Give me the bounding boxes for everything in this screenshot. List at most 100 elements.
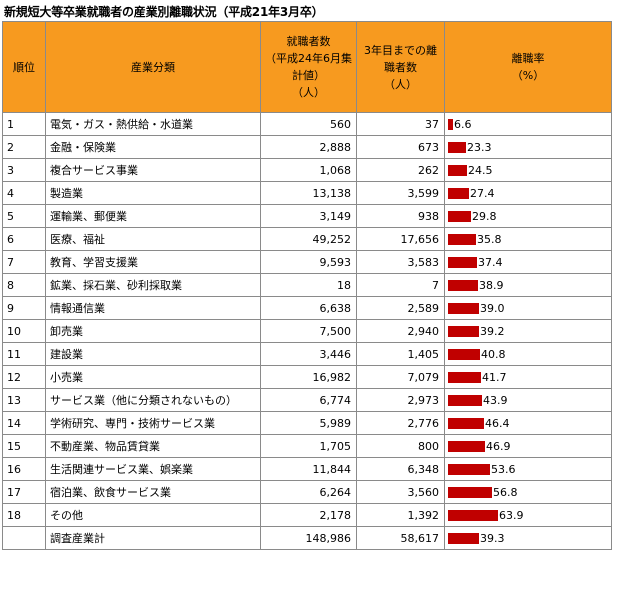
header-employed-label: 就職者数 （平成24年6月集計値） （人） bbox=[265, 35, 352, 99]
rate-bar bbox=[448, 417, 484, 429]
industry-cell: 学術研究、専門・技術サービス業 bbox=[45, 411, 261, 435]
table-row: 12 小売業 16,982 7,079 41.7 bbox=[2, 365, 612, 389]
left-cell: 800 bbox=[356, 434, 445, 458]
table-row: 4 製造業 13,138 3,599 27.4 bbox=[2, 181, 612, 205]
header-rate-label: 離職率 （%） bbox=[511, 52, 545, 82]
rank-cell: 8 bbox=[2, 273, 46, 297]
rate-bar bbox=[448, 164, 467, 176]
header-industry: 産業分類 bbox=[45, 21, 261, 113]
rate-label: 27.4 bbox=[470, 186, 495, 200]
left-cell: 7,079 bbox=[356, 365, 445, 389]
industry-cell: 不動産業、物品賃貸業 bbox=[45, 434, 261, 458]
table-row: 9 情報通信業 6,638 2,589 39.0 bbox=[2, 296, 612, 320]
employed-cell: 560 bbox=[260, 112, 357, 136]
rate-bar-wrap: 39.2 bbox=[448, 321, 611, 342]
rank-cell: 5 bbox=[2, 204, 46, 228]
employed-cell: 1,068 bbox=[260, 158, 357, 182]
table-row: 11 建設業 3,446 1,405 40.8 bbox=[2, 342, 612, 366]
industry-cell: 電気・ガス・熱供給・水道業 bbox=[45, 112, 261, 136]
industry-cell: 運輸業、郵便業 bbox=[45, 204, 261, 228]
rank-cell: 17 bbox=[2, 480, 46, 504]
left-cell: 2,589 bbox=[356, 296, 445, 320]
industry-cell: 医療、福祉 bbox=[45, 227, 261, 251]
table-row: 調査産業計 148,986 58,617 39.3 bbox=[2, 526, 612, 550]
rate-bar bbox=[448, 394, 482, 406]
header-rank: 順位 bbox=[2, 21, 46, 113]
employed-cell: 49,252 bbox=[260, 227, 357, 251]
left-cell: 2,940 bbox=[356, 319, 445, 343]
industry-cell: 調査産業計 bbox=[45, 526, 261, 550]
rank-cell: 1 bbox=[2, 112, 46, 136]
table-row: 8 鉱業、採石業、砂利採取業 18 7 38.9 bbox=[2, 273, 612, 297]
left-cell: 2,973 bbox=[356, 388, 445, 412]
rate-bar-wrap: 39.0 bbox=[448, 298, 611, 319]
rate-bar bbox=[448, 348, 480, 360]
rank-cell: 6 bbox=[2, 227, 46, 251]
table-body: 1 電気・ガス・熱供給・水道業 560 37 6.6 2 金融・保険業 2,888 673 23.… bbox=[2, 112, 612, 550]
table-row: 10 卸売業 7,500 2,940 39.2 bbox=[2, 319, 612, 343]
industry-cell: 製造業 bbox=[45, 181, 261, 205]
industry-cell: 卸売業 bbox=[45, 319, 261, 343]
rate-bar bbox=[448, 118, 453, 130]
header-industry-label: 産業分類 bbox=[131, 60, 175, 74]
rate-cell: 37.4 bbox=[444, 250, 612, 274]
rate-bar bbox=[448, 279, 478, 291]
rate-bar-wrap: 29.8 bbox=[448, 206, 611, 227]
industry-cell: 情報通信業 bbox=[45, 296, 261, 320]
left-cell: 3,583 bbox=[356, 250, 445, 274]
industry-cell: 鉱業、採石業、砂利採取業 bbox=[45, 273, 261, 297]
left-cell: 2,776 bbox=[356, 411, 445, 435]
rate-cell: 40.8 bbox=[444, 342, 612, 366]
rate-cell: 35.8 bbox=[444, 227, 612, 251]
rate-label: 56.8 bbox=[493, 485, 518, 499]
table-row: 6 医療、福祉 49,252 17,656 35.8 bbox=[2, 227, 612, 251]
employed-cell: 1,705 bbox=[260, 434, 357, 458]
rate-bar-wrap: 23.3 bbox=[448, 137, 611, 158]
industry-cell: その他 bbox=[45, 503, 261, 527]
rate-bar bbox=[448, 210, 471, 222]
left-cell: 3,599 bbox=[356, 181, 445, 205]
rate-label: 39.3 bbox=[480, 531, 505, 545]
rate-bar bbox=[448, 325, 479, 337]
rate-label: 46.9 bbox=[486, 439, 511, 453]
header-rank-label: 順位 bbox=[13, 60, 35, 74]
table-row: 3 複合サービス事業 1,068 262 24.5 bbox=[2, 158, 612, 182]
left-cell: 6,348 bbox=[356, 457, 445, 481]
industry-cell: 小売業 bbox=[45, 365, 261, 389]
header-employed: 就職者数 （平成24年6月集計値） （人） bbox=[260, 21, 357, 113]
rate-cell: 41.7 bbox=[444, 365, 612, 389]
rate-cell: 39.0 bbox=[444, 296, 612, 320]
rate-cell: 39.2 bbox=[444, 319, 612, 343]
rate-label: 41.7 bbox=[482, 370, 507, 384]
rank-cell bbox=[2, 526, 46, 550]
industry-cell: 建設業 bbox=[45, 342, 261, 366]
rate-bar bbox=[448, 463, 490, 475]
employed-cell: 2,178 bbox=[260, 503, 357, 527]
rate-cell: 24.5 bbox=[444, 158, 612, 182]
rate-bar bbox=[448, 141, 466, 153]
table-row: 1 電気・ガス・熱供給・水道業 560 37 6.6 bbox=[2, 112, 612, 136]
left-cell: 1,392 bbox=[356, 503, 445, 527]
rate-bar bbox=[448, 256, 477, 268]
rank-cell: 16 bbox=[2, 457, 46, 481]
rate-bar bbox=[448, 532, 479, 544]
header-row: 順位 産業分類 就職者数 （平成24年6月集計値） （人） 3年目までの離職者数… bbox=[2, 21, 612, 113]
industry-cell: 金融・保険業 bbox=[45, 135, 261, 159]
rate-label: 24.5 bbox=[468, 163, 493, 177]
rank-cell: 15 bbox=[2, 434, 46, 458]
employed-cell: 2,888 bbox=[260, 135, 357, 159]
industry-cell: 生活関連サービス業、娯楽業 bbox=[45, 457, 261, 481]
rate-bar-wrap: 43.9 bbox=[448, 390, 611, 411]
rate-cell: 56.8 bbox=[444, 480, 612, 504]
rate-bar-wrap: 53.6 bbox=[448, 459, 611, 480]
employed-cell: 3,149 bbox=[260, 204, 357, 228]
rank-cell: 13 bbox=[2, 388, 46, 412]
rank-cell: 4 bbox=[2, 181, 46, 205]
rate-bar-wrap: 24.5 bbox=[448, 160, 611, 181]
table-row: 13 サービス業（他に分類されないもの） 6,774 2,973 43.9 bbox=[2, 388, 612, 412]
employed-cell: 148,986 bbox=[260, 526, 357, 550]
rate-bar-wrap: 37.4 bbox=[448, 252, 611, 273]
rate-label: 37.4 bbox=[478, 255, 503, 269]
table-row: 2 金融・保険業 2,888 673 23.3 bbox=[2, 135, 612, 159]
table-row: 7 教育、学習支援業 9,593 3,583 37.4 bbox=[2, 250, 612, 274]
